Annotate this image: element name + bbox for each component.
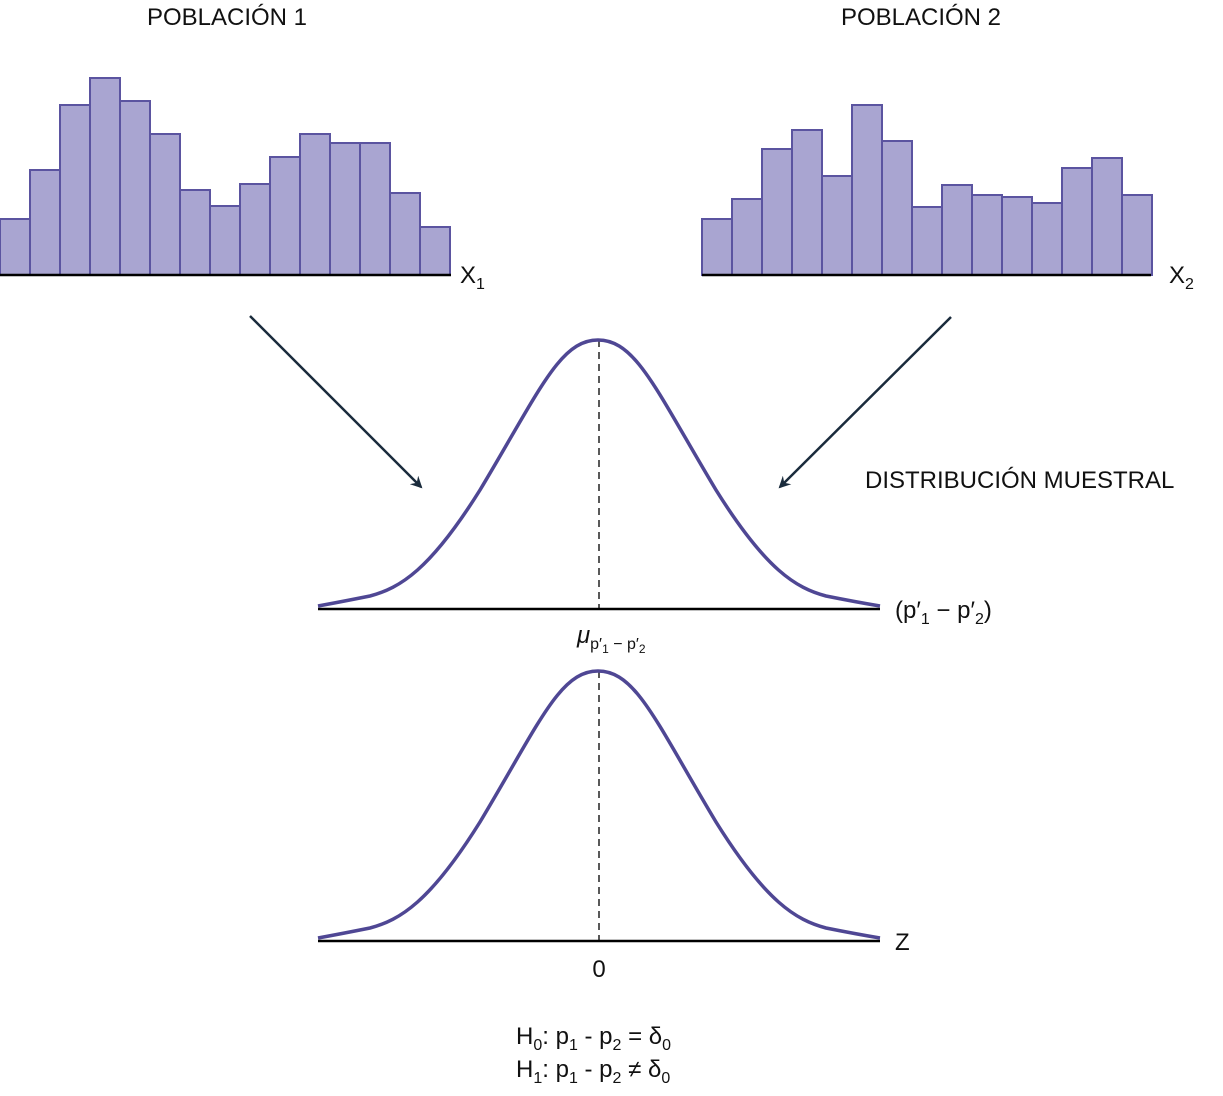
histogram-bar bbox=[911, 206, 943, 276]
histogram-bar bbox=[419, 226, 451, 276]
text-segment: − p′ bbox=[930, 597, 976, 624]
text-segment: μ bbox=[576, 622, 590, 649]
subscript: 1 bbox=[921, 611, 930, 628]
histogram-bar bbox=[179, 189, 211, 276]
text-segment: X bbox=[1169, 262, 1185, 289]
subscript: 1 bbox=[569, 1037, 578, 1054]
subscript: 2 bbox=[613, 1037, 622, 1054]
histogram-bar bbox=[971, 194, 1003, 276]
histogram-bar bbox=[119, 100, 151, 276]
text-segment: X bbox=[460, 262, 476, 289]
text-segment: - p bbox=[578, 1056, 613, 1083]
text-segment: ) bbox=[984, 597, 992, 624]
center-label: 0 bbox=[592, 956, 605, 983]
subscript: 0 bbox=[662, 1037, 671, 1054]
histogram-bar bbox=[1031, 202, 1063, 276]
text-segment: : p bbox=[542, 1056, 569, 1083]
bell-curve bbox=[317, 338, 881, 608]
text-segment: (p′ bbox=[895, 597, 921, 624]
arrow bbox=[249, 315, 423, 489]
histogram-bar bbox=[761, 148, 793, 276]
subscript: 2 bbox=[613, 1070, 622, 1087]
hypothesis: H0: p1 - p2 = δ0 bbox=[516, 1023, 671, 1054]
text-segment: Z bbox=[895, 929, 910, 956]
histogram-bar bbox=[0, 218, 31, 276]
histogram-bar bbox=[701, 218, 733, 276]
histogram-bar bbox=[821, 175, 853, 276]
histogram-bar bbox=[1121, 194, 1153, 276]
subscript: 1 bbox=[533, 1070, 542, 1087]
population-title: POBLACIÓN 1 bbox=[147, 4, 307, 31]
histogram-bar bbox=[1001, 196, 1033, 276]
histogram-bar bbox=[29, 169, 61, 276]
hypothesis: H1: p1 - p2 ≠ δ0 bbox=[516, 1056, 670, 1087]
histogram-bar bbox=[1061, 167, 1093, 276]
axis-label: (p′1 − p′2) bbox=[895, 597, 992, 628]
histogram-bar bbox=[149, 133, 181, 276]
text-segment: ≠ δ bbox=[621, 1056, 661, 1083]
bell-curve bbox=[317, 669, 881, 940]
subscript: − p′ bbox=[609, 636, 639, 653]
center-label: μp′1 − p′2 bbox=[576, 622, 646, 656]
histogram-bar bbox=[359, 142, 391, 276]
axis-label: X2 bbox=[1169, 262, 1194, 293]
histogram-bar bbox=[389, 192, 421, 276]
subscript: 2 bbox=[975, 611, 984, 628]
subscript: p′ bbox=[590, 636, 602, 653]
subscript: 0 bbox=[533, 1037, 542, 1054]
histogram-bar bbox=[731, 198, 763, 276]
arrow bbox=[778, 316, 952, 489]
histogram-bar bbox=[89, 77, 121, 276]
histogram-bar bbox=[791, 129, 823, 276]
subscript: 2 bbox=[1185, 276, 1194, 293]
text-segment: = δ bbox=[621, 1023, 662, 1050]
histogram-bar bbox=[209, 205, 241, 276]
text-segment: - p bbox=[578, 1023, 613, 1050]
histogram-bar bbox=[1091, 157, 1123, 276]
population-title: POBLACIÓN 2 bbox=[841, 4, 1001, 31]
text-segment: : p bbox=[542, 1023, 569, 1050]
axis-label: X1 bbox=[460, 262, 485, 293]
axis-label: Z bbox=[895, 929, 910, 956]
subscript: 1 bbox=[476, 276, 485, 293]
distribution-title: DISTRIBUCIÓN MUESTRAL bbox=[865, 467, 1174, 494]
histogram-2 bbox=[701, 104, 1153, 276]
subscript: 0 bbox=[661, 1070, 670, 1087]
text-segment: H bbox=[516, 1056, 533, 1083]
subscript: 1 bbox=[602, 642, 609, 656]
subscript: 2 bbox=[639, 642, 646, 656]
histogram-bar bbox=[269, 156, 301, 276]
histogram-bar bbox=[881, 140, 913, 276]
text-segment: H bbox=[516, 1023, 533, 1050]
histogram-1 bbox=[0, 77, 451, 276]
text-segment: 0 bbox=[592, 956, 605, 983]
histogram-bar bbox=[59, 104, 91, 276]
histogram-bar bbox=[941, 184, 973, 276]
histogram-bar bbox=[299, 133, 331, 276]
subscript: 1 bbox=[569, 1070, 578, 1087]
histogram-bar bbox=[329, 142, 361, 276]
histogram-bar bbox=[851, 104, 883, 276]
histogram-bar bbox=[239, 183, 271, 276]
